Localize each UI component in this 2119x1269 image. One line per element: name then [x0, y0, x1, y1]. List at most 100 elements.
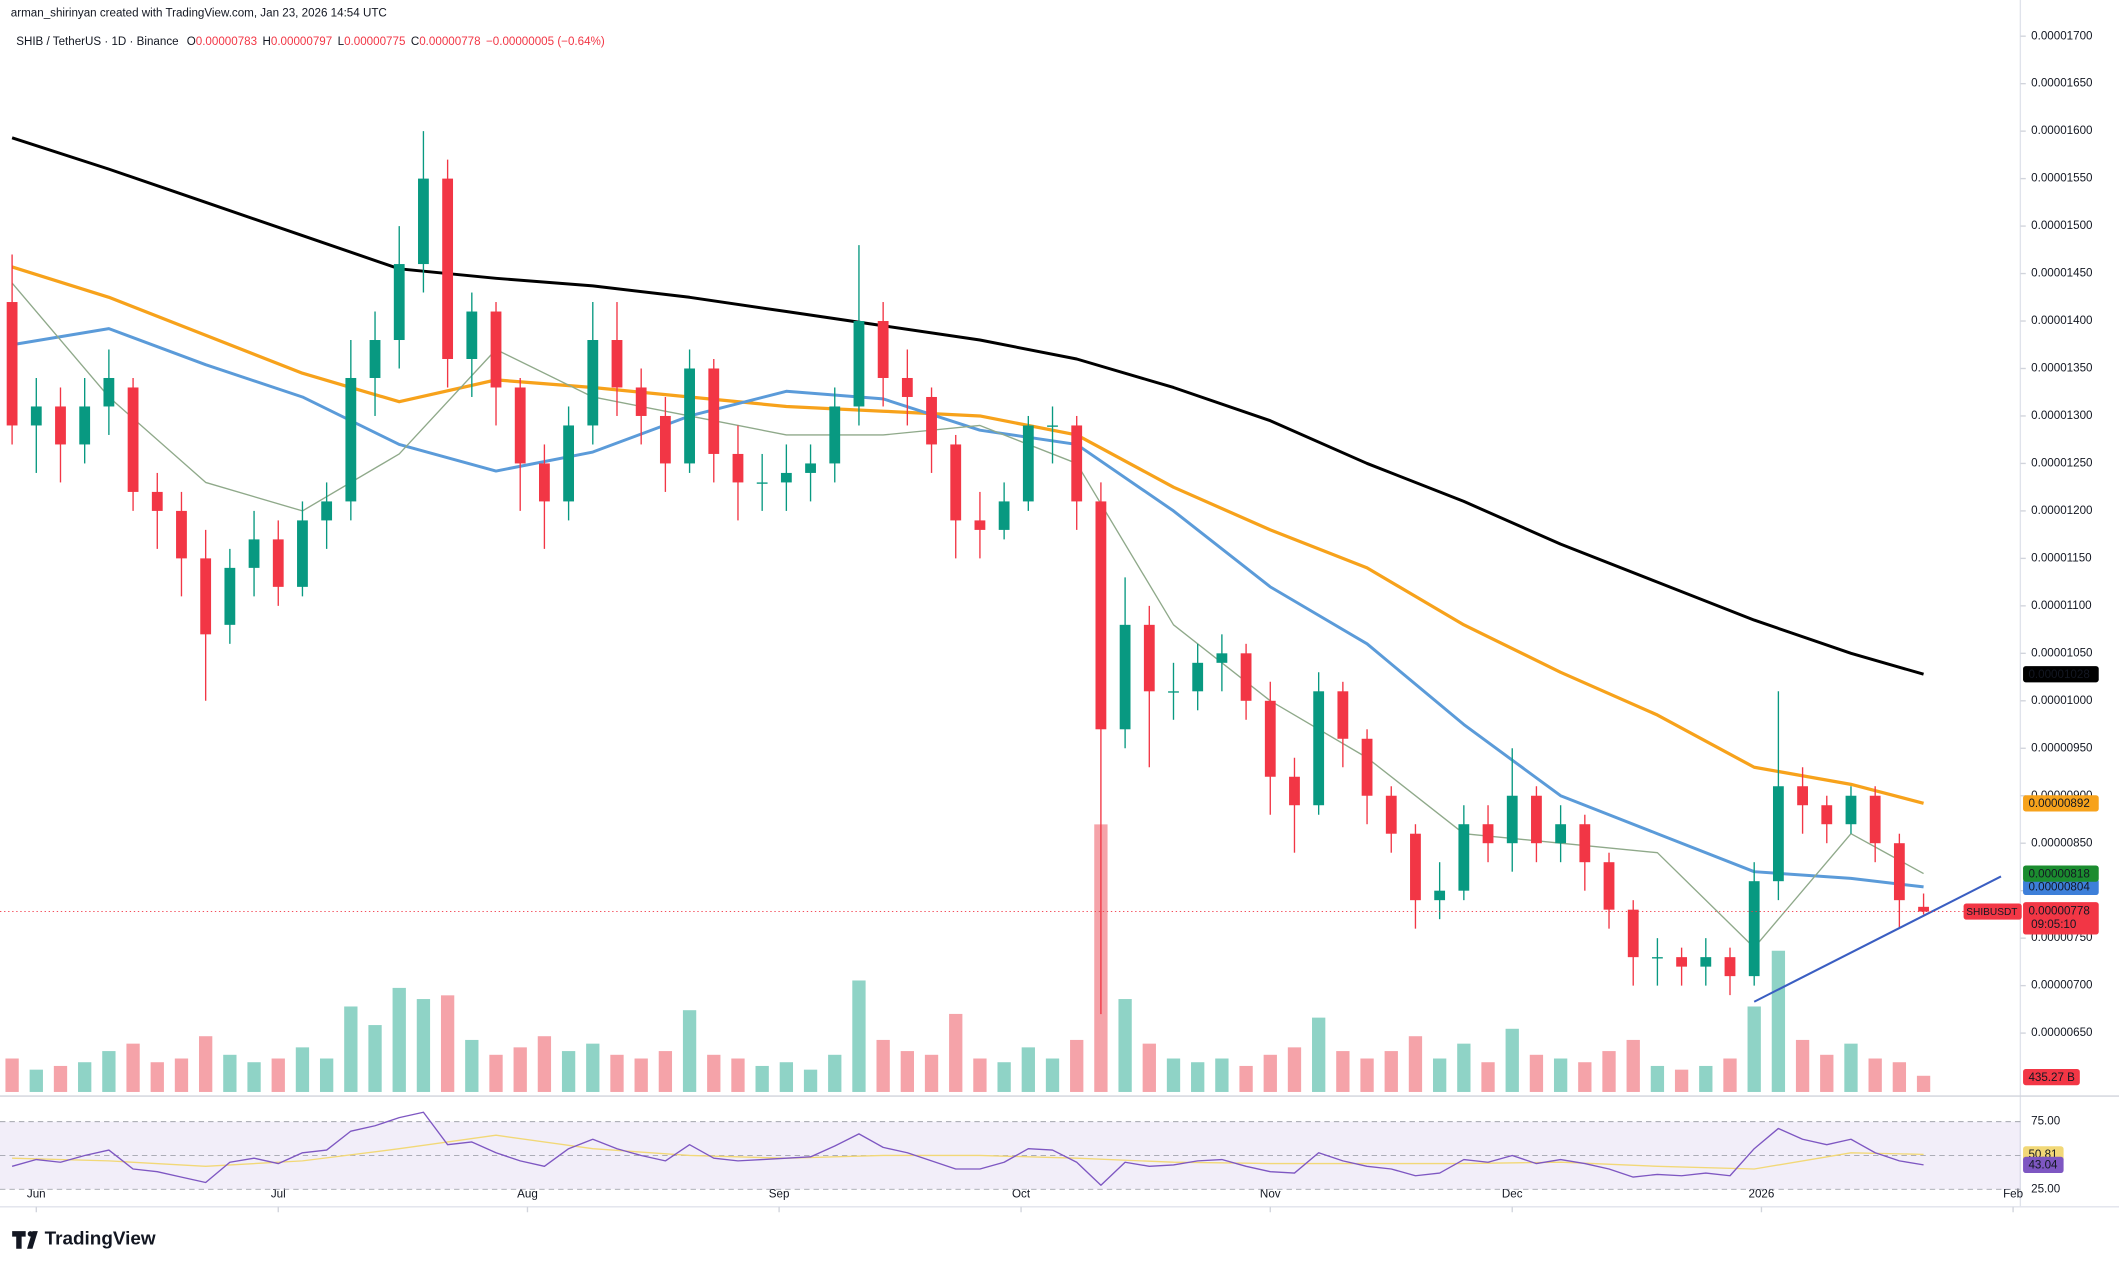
- volume-bar: [924, 1054, 939, 1092]
- candle-body: [1143, 624, 1155, 692]
- candle-body: [1845, 795, 1857, 825]
- candle-body: [1676, 957, 1688, 967]
- candle-body: [490, 311, 502, 388]
- volume-bar: [755, 1065, 769, 1092]
- candle-body: [659, 415, 671, 464]
- frame: [0, 0, 2119, 1208]
- candle-body: [1047, 425, 1058, 427]
- volume-bar: [658, 1051, 673, 1092]
- candle-body: [30, 406, 42, 426]
- volume-bar: [876, 1039, 890, 1092]
- volume-tag: [2023, 1068, 2080, 1086]
- volume-bar: [1021, 1047, 1035, 1092]
- candle-body: [369, 340, 381, 378]
- volume-bar: [150, 1062, 164, 1092]
- candle-body: [1240, 653, 1252, 701]
- y-tick-label: 0.00001700: [2031, 29, 2092, 42]
- rsi-line: [11, 1111, 1924, 1186]
- volume-bar: [440, 995, 455, 1092]
- trendline: [1753, 875, 2002, 1003]
- brand-name: TradingView: [45, 1228, 156, 1249]
- y-tick-label: 0.00001150: [2031, 551, 2091, 564]
- candle-body: [998, 501, 1010, 530]
- x-tick-label: Sep: [769, 1188, 790, 1201]
- candle-body: [1361, 738, 1373, 796]
- y-tick-label: 0.00000650: [2031, 1026, 2092, 1039]
- volume-bar: [1723, 1058, 1737, 1092]
- candle-body: [1918, 906, 1929, 912]
- volume-bar: [1457, 1043, 1471, 1092]
- candle-body: [1772, 786, 1784, 882]
- volume-bar: [1166, 1058, 1181, 1092]
- candle-body: [176, 510, 187, 559]
- candle-body: [1627, 909, 1639, 958]
- ohlc-key: O: [187, 35, 196, 48]
- ma-tag-label: 0.00000804: [2028, 881, 2090, 894]
- candle-body: [853, 321, 865, 407]
- candle-body: [1289, 776, 1300, 806]
- candle-body: [1652, 957, 1663, 959]
- volume-bar: [1771, 950, 1786, 1092]
- volume-bar: [5, 1058, 19, 1092]
- volume-bar: [1699, 1065, 1713, 1092]
- candle-body: [1893, 843, 1905, 901]
- candle-body: [1410, 833, 1421, 901]
- volume-bar: [1312, 1017, 1326, 1092]
- candle-body: [466, 311, 478, 359]
- moving-average: [11, 282, 1924, 949]
- candle-body: [950, 444, 962, 521]
- rsi-tick-label: 25.00: [2031, 1182, 2060, 1195]
- volume-bar: [561, 1051, 576, 1092]
- volume-bar: [707, 1054, 721, 1092]
- candle-body: [1337, 691, 1349, 739]
- rsi-tick-label: 75.00: [2031, 1115, 2060, 1128]
- volume-bar: [1868, 1058, 1882, 1092]
- volume-bar: [1045, 1058, 1060, 1092]
- y-tick-label: 0.00001600: [2031, 124, 2092, 137]
- volume-bar: [610, 1054, 624, 1092]
- candle-body: [805, 463, 816, 473]
- candle-body: [127, 387, 139, 492]
- candle-body: [1748, 881, 1760, 977]
- volume-bar: [1336, 1051, 1350, 1092]
- ma-tag: [2023, 865, 2099, 882]
- volume-bar: [1408, 1036, 1423, 1092]
- candle-body: [200, 558, 212, 635]
- volume-bar: [174, 1058, 189, 1092]
- volume-bar: [1142, 1043, 1156, 1092]
- ohlc-value: 0.00000775: [344, 35, 405, 48]
- x-tick-label: Nov: [1260, 1188, 1281, 1201]
- volume-bar: [78, 1062, 92, 1092]
- candle-body: [1119, 624, 1131, 730]
- candle-body: [901, 377, 913, 397]
- volume-bar: [852, 980, 866, 1092]
- candle-body: [877, 321, 889, 378]
- volume-bar: [682, 1010, 697, 1092]
- candle-body: [1264, 700, 1276, 777]
- candle-body: [345, 377, 357, 502]
- candle-body: [1869, 795, 1881, 844]
- logo-dot: [27, 1231, 34, 1237]
- candle-body: [151, 491, 163, 511]
- volume-bar: [1263, 1054, 1277, 1092]
- candle-body: [732, 453, 744, 483]
- x-tick-label: Feb: [2003, 1188, 2023, 1201]
- x-tick-label: Oct: [1012, 1188, 1031, 1201]
- candle-body: [1603, 862, 1615, 910]
- volume-bar: [828, 1054, 842, 1092]
- candle-body: [829, 406, 841, 464]
- volume-bar: [803, 1069, 818, 1092]
- candle-body: [1095, 501, 1107, 730]
- candle-body: [1482, 824, 1494, 844]
- volume-bar: [368, 1025, 382, 1092]
- volume-bar: [1215, 1058, 1229, 1092]
- y-tick-label: 0.00001650: [2031, 77, 2092, 90]
- volume-bar: [102, 1051, 116, 1092]
- volume-bar: [1505, 1028, 1519, 1092]
- candle-body: [1724, 957, 1736, 977]
- candle-body: [1458, 824, 1470, 891]
- x-tick-label: Aug: [517, 1188, 538, 1201]
- volume-bar: [29, 1069, 43, 1092]
- candle-body: [708, 368, 720, 454]
